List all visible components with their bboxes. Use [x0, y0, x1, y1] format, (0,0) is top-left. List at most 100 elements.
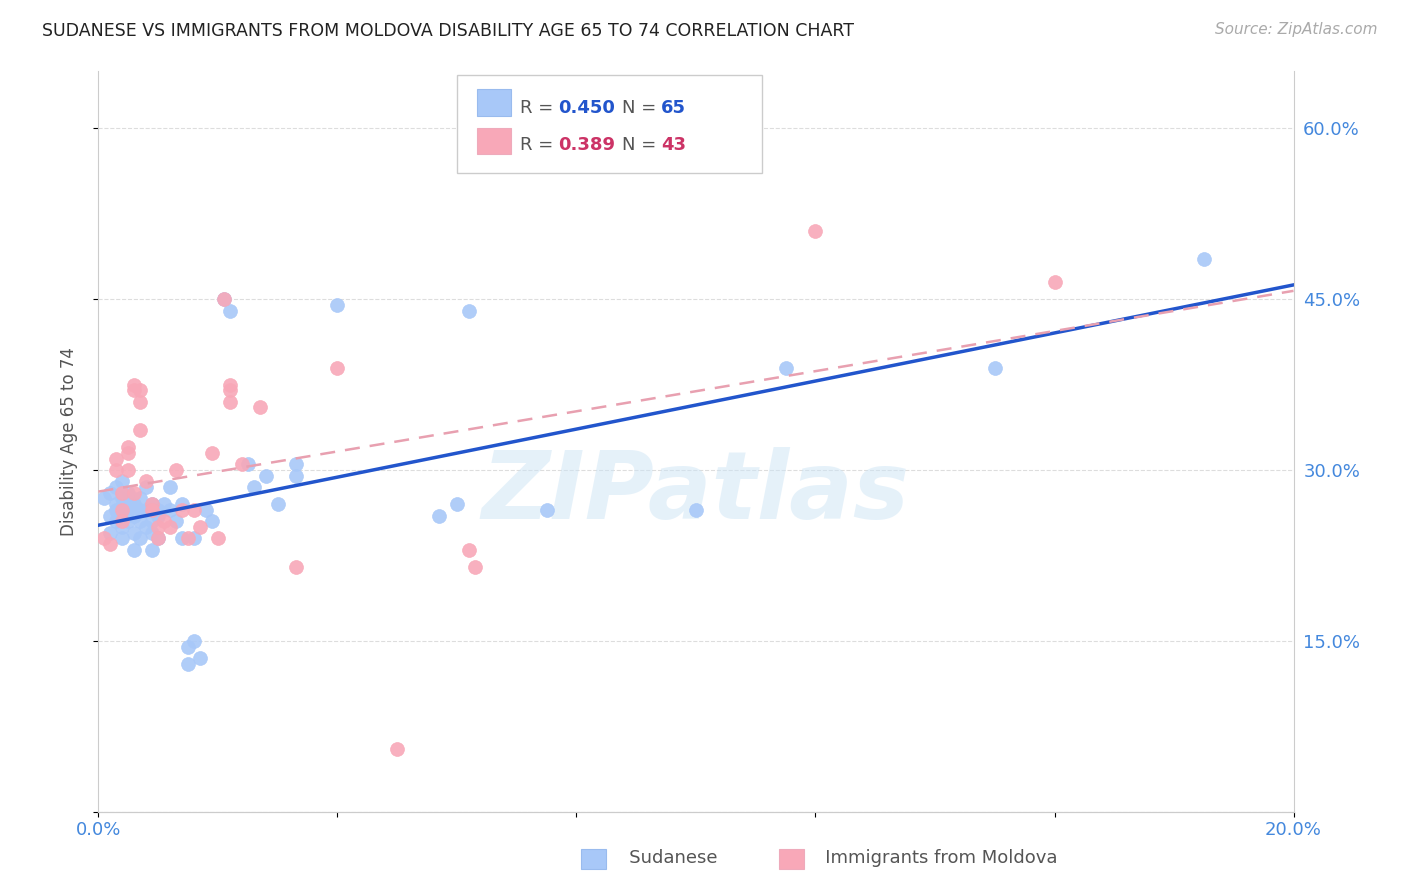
Point	[129, 384, 152, 398]
Point	[177, 640, 200, 654]
Point	[100, 508, 122, 523]
Point	[326, 360, 349, 375]
Point	[219, 384, 242, 398]
Point	[159, 480, 181, 494]
Point	[105, 451, 128, 466]
Point	[105, 503, 128, 517]
Point	[165, 514, 187, 528]
Point	[1043, 275, 1066, 289]
Point	[284, 468, 307, 483]
Point	[135, 503, 157, 517]
Point	[129, 532, 152, 546]
Point	[111, 491, 134, 506]
Point	[159, 520, 181, 534]
Point	[148, 520, 170, 534]
Point	[105, 497, 128, 511]
Point	[129, 491, 152, 506]
Point	[111, 532, 134, 546]
Point	[124, 377, 146, 392]
Point	[201, 514, 224, 528]
Point	[326, 298, 349, 312]
Point	[284, 458, 307, 472]
Point	[458, 542, 481, 557]
Point	[117, 503, 139, 517]
Point	[165, 463, 187, 477]
Point	[172, 503, 194, 517]
Point	[124, 542, 146, 557]
Point	[1192, 252, 1215, 267]
Point	[243, 480, 266, 494]
Point	[135, 475, 157, 489]
Point	[219, 377, 242, 392]
Point	[172, 532, 194, 546]
Point	[159, 503, 181, 517]
Text: ZIPatlas: ZIPatlas	[482, 448, 910, 540]
Point	[267, 497, 290, 511]
Point	[427, 508, 450, 523]
Point	[93, 491, 115, 506]
Point	[177, 532, 200, 546]
Point	[183, 503, 205, 517]
Point	[188, 651, 211, 665]
Point	[124, 384, 146, 398]
Point	[141, 542, 163, 557]
Point	[105, 514, 128, 528]
Point	[195, 503, 218, 517]
Point	[231, 458, 253, 472]
Point	[153, 514, 176, 528]
Point	[446, 497, 468, 511]
FancyBboxPatch shape	[457, 75, 762, 173]
Text: 43: 43	[661, 136, 686, 153]
Point	[124, 485, 146, 500]
Point	[458, 303, 481, 318]
Point	[117, 463, 139, 477]
Point	[984, 360, 1007, 375]
Text: 65: 65	[661, 99, 686, 117]
Point	[219, 303, 242, 318]
Point	[117, 446, 139, 460]
Point	[93, 532, 115, 546]
Point	[141, 514, 163, 528]
Text: 0.450: 0.450	[558, 99, 616, 117]
Point	[464, 559, 486, 574]
Point	[129, 514, 152, 528]
Point	[284, 559, 307, 574]
Text: 0.389: 0.389	[558, 136, 616, 153]
Point	[135, 520, 157, 534]
Text: Source: ZipAtlas.com: Source: ZipAtlas.com	[1215, 22, 1378, 37]
Point	[148, 508, 170, 523]
Point	[172, 497, 194, 511]
Text: Immigrants from Moldova: Immigrants from Moldova	[808, 849, 1057, 867]
Point	[129, 423, 152, 437]
Point	[212, 292, 235, 306]
Text: N =: N =	[621, 99, 662, 117]
Text: N =: N =	[621, 136, 662, 153]
Point	[148, 503, 170, 517]
Point	[124, 525, 146, 540]
Point	[111, 485, 134, 500]
Point	[100, 485, 122, 500]
Point	[207, 532, 229, 546]
Point	[153, 497, 176, 511]
Point	[117, 497, 139, 511]
Point	[124, 497, 146, 511]
Point	[212, 292, 235, 306]
Point	[111, 514, 134, 528]
FancyBboxPatch shape	[477, 128, 510, 154]
Point	[201, 446, 224, 460]
Text: Sudanese: Sudanese	[612, 849, 717, 867]
Point	[685, 503, 707, 517]
Point	[111, 520, 134, 534]
Point	[775, 360, 797, 375]
Point	[183, 633, 205, 648]
Text: R =: R =	[520, 99, 560, 117]
Point	[117, 440, 139, 454]
Point	[236, 458, 259, 472]
Point	[117, 514, 139, 528]
Point	[135, 480, 157, 494]
Point	[129, 394, 152, 409]
Point	[177, 657, 200, 671]
Point	[100, 537, 122, 551]
Point	[148, 532, 170, 546]
Point	[141, 497, 163, 511]
